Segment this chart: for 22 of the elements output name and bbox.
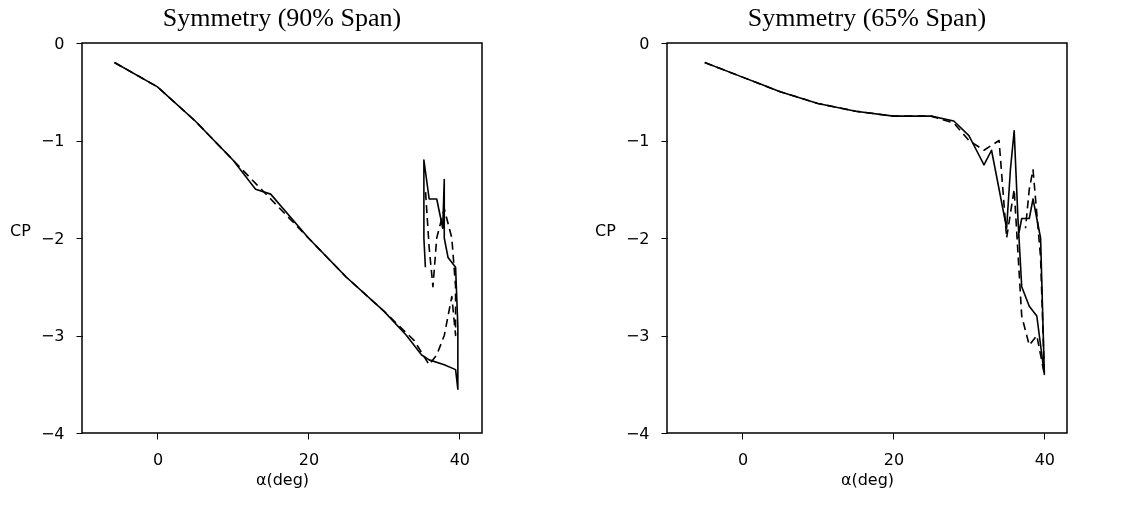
y-tick-label: −4 bbox=[40, 423, 65, 443]
y-tick-label: 0 bbox=[639, 33, 650, 53]
y-axis-title: CP bbox=[10, 220, 32, 240]
chart-title: Symmetry (65% Span) bbox=[747, 3, 987, 32]
chart-title: Symmetry (90% Span) bbox=[162, 3, 402, 32]
y-tick-label: 0 bbox=[54, 33, 65, 53]
y-tick-label: −4 bbox=[625, 423, 650, 443]
x-tick-label: 20 bbox=[298, 449, 320, 469]
y-axis-title: CP bbox=[595, 220, 617, 240]
y-tick-label: −1 bbox=[40, 131, 65, 150]
x-tick-label: 0 bbox=[152, 449, 164, 469]
y-tick-label: −3 bbox=[40, 326, 65, 345]
x-axis-title: α(deg) bbox=[255, 469, 310, 489]
x-axis-title: α(deg) bbox=[840, 469, 895, 489]
x-tick-label: 20 bbox=[883, 449, 905, 469]
y-tick-label: −2 bbox=[40, 228, 65, 248]
y-tick-label: −3 bbox=[625, 326, 650, 345]
y-tick-label: −2 bbox=[625, 228, 650, 248]
y-tick-label: −1 bbox=[625, 131, 650, 150]
x-tick-label: 40 bbox=[1034, 449, 1056, 469]
x-tick-label: 40 bbox=[449, 449, 471, 469]
x-tick-label: 0 bbox=[737, 449, 749, 469]
